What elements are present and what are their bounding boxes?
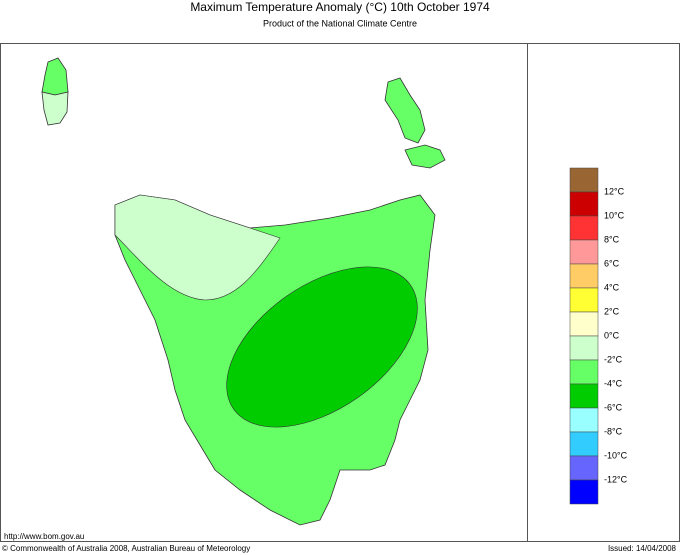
legend-label: 4°C — [604, 282, 620, 292]
legend: 12°C 10°C 8°C 6°C 4°C 2°C 0°C -2°C -4°C -6°C -8°C -… — [569, 167, 628, 505]
legend-swatch — [569, 263, 599, 289]
legend-label: -6°C — [604, 402, 623, 412]
legend-swatch — [569, 383, 599, 409]
legend-swatch — [569, 191, 599, 217]
legend-label: 2°C — [604, 306, 620, 316]
legend-swatch — [569, 215, 599, 241]
map — [41, 57, 446, 526]
legend-swatch — [569, 359, 599, 385]
copyright: © Commonwealth of Australia 2008, Austra… — [2, 544, 250, 553]
legend-swatch — [569, 239, 599, 265]
issued: Issued: 14/04/2008 — [608, 544, 677, 553]
legend-swatch — [569, 479, 599, 505]
legend-swatch — [569, 287, 599, 313]
legend-label: -8°C — [604, 426, 623, 436]
legend-swatch — [569, 431, 599, 457]
legend-swatch — [569, 455, 599, 481]
subtitle: Product of the National Climate Centre — [263, 18, 417, 28]
legend-label: 6°C — [604, 258, 620, 268]
legend-swatch — [569, 407, 599, 433]
legend-label: -4°C — [604, 378, 623, 388]
king-island — [41, 91, 69, 126]
legend-label: 12°C — [604, 186, 625, 196]
legend-label: 10°C — [604, 210, 625, 220]
legend-label: -12°C — [604, 474, 628, 484]
legend-swatch — [569, 311, 599, 337]
legend-label: 0°C — [604, 330, 620, 340]
king-island — [41, 57, 69, 96]
legend-label: 8°C — [604, 234, 620, 244]
url: http://www.bom.gov.au — [4, 532, 84, 541]
anomaly-region — [114, 194, 281, 301]
anomaly-region — [226, 266, 418, 428]
flinders-island — [384, 77, 426, 144]
legend-label: -10°C — [604, 450, 628, 460]
cape-barren-island — [404, 144, 446, 169]
legend-swatch — [569, 167, 599, 193]
legend-swatch — [569, 335, 599, 361]
legend-label: -2°C — [604, 354, 623, 364]
title: Maximum Temperature Anomaly (°C) 10th Oc… — [190, 0, 490, 14]
